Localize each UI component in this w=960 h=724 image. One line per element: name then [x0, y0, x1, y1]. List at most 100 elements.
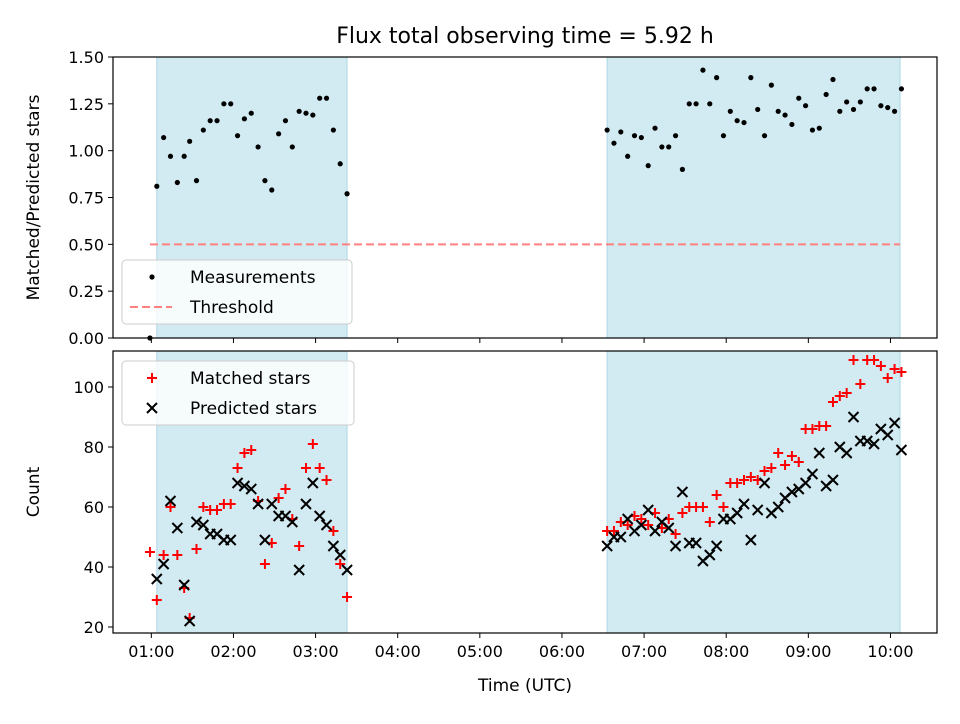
matched-star-point	[786, 451, 797, 461]
measurement-point	[187, 138, 193, 144]
predicted-star-point	[293, 564, 305, 576]
x-tick-label: 01:00	[128, 642, 174, 661]
predicted-star-point	[245, 483, 257, 495]
measurement-point	[898, 86, 905, 92]
y-tick-label: 0.00	[68, 329, 104, 348]
legend-box	[121, 360, 355, 426]
predicted-star-point	[164, 495, 177, 507]
measurement-point	[625, 153, 631, 159]
legend-measurement-swatch	[149, 274, 155, 280]
y-tick-label: 20	[84, 618, 104, 637]
y-tick-label: 1.50	[68, 48, 104, 67]
measurement-point	[714, 75, 720, 81]
measurement-point	[317, 95, 323, 101]
matched-star-point	[151, 595, 162, 605]
matched-star-point	[636, 514, 647, 524]
x-axis-label: Time (UTC)	[477, 676, 572, 696]
legend-label: Measurements	[190, 268, 316, 288]
predicted-star-point	[334, 549, 346, 561]
measurement-point	[645, 163, 651, 169]
predicted-star-point	[882, 429, 894, 441]
predicted-star-point	[751, 504, 764, 516]
measurement-point	[823, 91, 829, 98]
measurement-point	[207, 118, 213, 124]
matched-star-point	[821, 421, 832, 431]
matched-star-point	[670, 529, 681, 539]
matched-star-point	[273, 493, 284, 503]
measurement-point	[631, 133, 638, 139]
predicted-star-point	[225, 534, 237, 546]
predicted-star-point	[231, 477, 244, 489]
measurement-point	[269, 187, 275, 193]
predicted-star-point	[286, 516, 299, 528]
matched-star-point	[773, 448, 784, 458]
matched-star-point	[732, 478, 743, 488]
predicted-star-point	[847, 411, 860, 423]
matched-star-point	[622, 520, 633, 530]
measurement-point	[248, 110, 254, 116]
legend-label: Matched stars	[190, 369, 310, 389]
matched-star-point	[704, 517, 715, 527]
y-tick-label: 40	[84, 558, 104, 577]
measurement-point	[734, 118, 740, 124]
predicted-star-point	[840, 447, 853, 459]
matched-star-point	[896, 367, 907, 377]
legend-label: Threshold	[189, 298, 274, 318]
measurement-point	[323, 95, 330, 101]
x-tick-label: 04:00	[375, 642, 421, 661]
predicted-star-point	[601, 540, 613, 552]
predicted-star-point	[190, 516, 203, 528]
matched-star-point	[766, 463, 777, 473]
measurement-point	[337, 161, 343, 167]
measurement-point	[310, 112, 316, 118]
measurement-point	[885, 104, 891, 111]
measurement-point	[755, 106, 761, 113]
matched-star-point	[314, 463, 325, 473]
measurement-point	[234, 133, 241, 139]
measurement-point	[618, 129, 624, 135]
matched-star-point	[848, 355, 859, 365]
predicted-star-point	[252, 498, 264, 510]
measurement-point	[727, 108, 733, 114]
matched-star-point	[212, 505, 223, 515]
matched-star-point	[198, 502, 209, 512]
matched-star-point	[239, 448, 250, 458]
matched-star-point	[745, 472, 756, 482]
measurement-point	[748, 75, 754, 81]
measurement-point	[864, 86, 870, 92]
predicted-star-point	[731, 507, 743, 519]
measurement-point	[679, 166, 686, 172]
predicted-star-point	[238, 480, 251, 492]
legend-matched-swatch	[147, 373, 157, 383]
matched-star-point	[780, 460, 791, 470]
predicted-star-point	[690, 537, 702, 549]
measurement-point	[193, 178, 200, 184]
predicted-star-point	[772, 501, 784, 513]
predicted-star-point	[157, 558, 170, 570]
matched-star-point	[144, 547, 155, 557]
measurement-point	[241, 116, 248, 122]
measurement-point	[672, 133, 679, 139]
predicted-star-point	[786, 486, 798, 498]
y-tick-label: 80	[84, 438, 104, 457]
measurement-point	[221, 101, 227, 107]
measurement-point	[761, 133, 768, 139]
x-tick-label: 08:00	[703, 642, 749, 661]
measurement-point	[802, 103, 809, 109]
matched-star-point	[739, 475, 750, 485]
measurement-point	[200, 127, 206, 133]
measurement-point	[857, 99, 863, 105]
plot-frame	[112, 350, 938, 634]
predicted-star-point	[313, 510, 326, 522]
predicted-star-point	[307, 477, 319, 489]
y-tick-label: 0.50	[68, 235, 104, 254]
y-tick-label: 0.25	[68, 282, 104, 301]
matched-star-point	[300, 463, 311, 473]
measurement-point	[276, 131, 282, 137]
predicted-star-point	[813, 447, 825, 459]
predicted-star-point	[799, 477, 812, 489]
measurement-point	[741, 119, 747, 126]
chart-title: Flux total observing time = 5.92 h	[336, 24, 714, 49]
matched-star-point	[834, 391, 845, 401]
